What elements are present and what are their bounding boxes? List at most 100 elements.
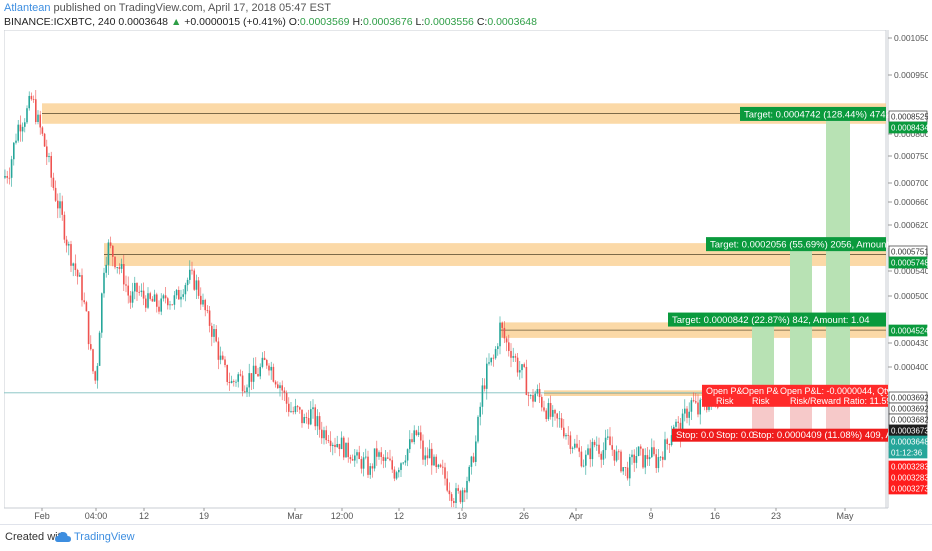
candle-body: [554, 409, 556, 414]
stop-label-box: [672, 428, 712, 442]
pnl-label: Open P&: [706, 386, 743, 396]
high-value: 0.0003676: [362, 16, 413, 28]
candle-body: [327, 440, 330, 441]
candle-body: [164, 295, 167, 299]
candle-body: [563, 427, 565, 437]
x-tick-label: 23: [771, 511, 781, 521]
candle-body: [692, 400, 695, 402]
pnl-label: Open P&: [742, 386, 779, 396]
candle-body: [336, 443, 338, 447]
candle-body: [334, 444, 336, 447]
candle-body: [589, 448, 591, 460]
candle-body: [642, 448, 644, 468]
candle-body: [483, 385, 486, 389]
candle-body: [68, 244, 70, 246]
candle-body: [435, 456, 437, 468]
candle-body: [424, 455, 426, 460]
candle-body: [362, 457, 365, 469]
candle-body: [653, 447, 655, 455]
candle-body: [501, 322, 503, 328]
candle-body: [39, 114, 41, 128]
candle-body: [158, 306, 160, 312]
candle-body: [235, 381, 237, 383]
candle-body: [248, 373, 250, 388]
tradingview-brand[interactable]: TradingView: [74, 531, 135, 543]
candle-body: [475, 441, 477, 462]
candle-body: [24, 122, 26, 127]
candle-body: [208, 310, 211, 326]
candle-body: [246, 387, 248, 393]
candle-body: [224, 359, 226, 366]
candle-body: [591, 441, 594, 460]
candle-body: [301, 409, 303, 424]
candle-body: [72, 263, 74, 266]
candle-body: [19, 124, 22, 132]
candle-body: [444, 467, 446, 479]
price-axis-label: 0.0003283: [891, 463, 928, 472]
candle-body: [219, 355, 222, 360]
candle-body: [706, 404, 708, 410]
candle-body: [142, 290, 145, 299]
candle-body: [351, 459, 354, 461]
candle-body: [149, 293, 151, 299]
candle-body: [35, 99, 37, 122]
candle-body: [633, 454, 635, 463]
price-axis-label: 0.0008434: [891, 124, 928, 133]
candle-body: [107, 242, 110, 265]
candle-body: [422, 440, 424, 460]
candle-body: [479, 406, 481, 417]
price-axis-label: 0.0003692: [891, 405, 928, 414]
candle-body: [593, 441, 596, 446]
candle-body: [268, 365, 270, 371]
candle-body: [226, 365, 228, 382]
candle-body: [690, 400, 693, 412]
candle-body: [186, 279, 189, 286]
candle-body: [87, 311, 90, 345]
author-link[interactable]: Atlantean: [4, 2, 51, 14]
candle-body: [629, 457, 631, 479]
stop-label-box: [748, 428, 888, 442]
candle-body: [604, 437, 607, 451]
candle-body: [666, 439, 668, 444]
symbol-name[interactable]: BINANCE:ICXBTC, 240: [4, 16, 116, 28]
candle-body: [127, 285, 129, 296]
candle-body: [488, 362, 490, 364]
tradingview-cloud-icon: [55, 532, 71, 542]
candle-body: [281, 385, 283, 391]
candle-body: [453, 501, 455, 503]
price-chart[interactable]: Target: 0.0004742 (128.44%) 4742, A Targe…: [4, 30, 928, 522]
candle-body: [147, 293, 149, 308]
candle-body: [657, 457, 660, 469]
candle-body: [534, 393, 536, 402]
profit-zone: [826, 116, 850, 393]
candle-body: [15, 140, 17, 143]
candle-body: [417, 432, 420, 436]
candle-body: [459, 490, 462, 503]
candle-body: [525, 366, 528, 395]
candle-body: [439, 464, 442, 467]
x-tick-label: 19: [457, 511, 467, 521]
candle-body: [169, 304, 171, 306]
candle-body: [277, 384, 279, 389]
candle-body: [217, 341, 220, 360]
candle-body: [607, 436, 609, 438]
candle-body: [274, 381, 277, 385]
candle-body: [615, 451, 618, 461]
candle-body: [215, 329, 217, 342]
candle-body: [582, 465, 585, 467]
candle-body: [98, 332, 101, 366]
candle-body: [96, 365, 99, 381]
price-axis-label: 0.0003283: [891, 474, 928, 483]
candle-body: [549, 403, 552, 417]
candle-body: [675, 421, 677, 427]
candle-body: [486, 363, 488, 389]
candle-body: [644, 455, 646, 468]
candle-body: [182, 294, 184, 297]
price-axis-label: 0.0003682: [891, 416, 928, 425]
candle-body: [195, 280, 198, 290]
candle-body: [497, 346, 499, 350]
open-label: O:: [288, 16, 300, 28]
candle-body: [299, 407, 301, 410]
